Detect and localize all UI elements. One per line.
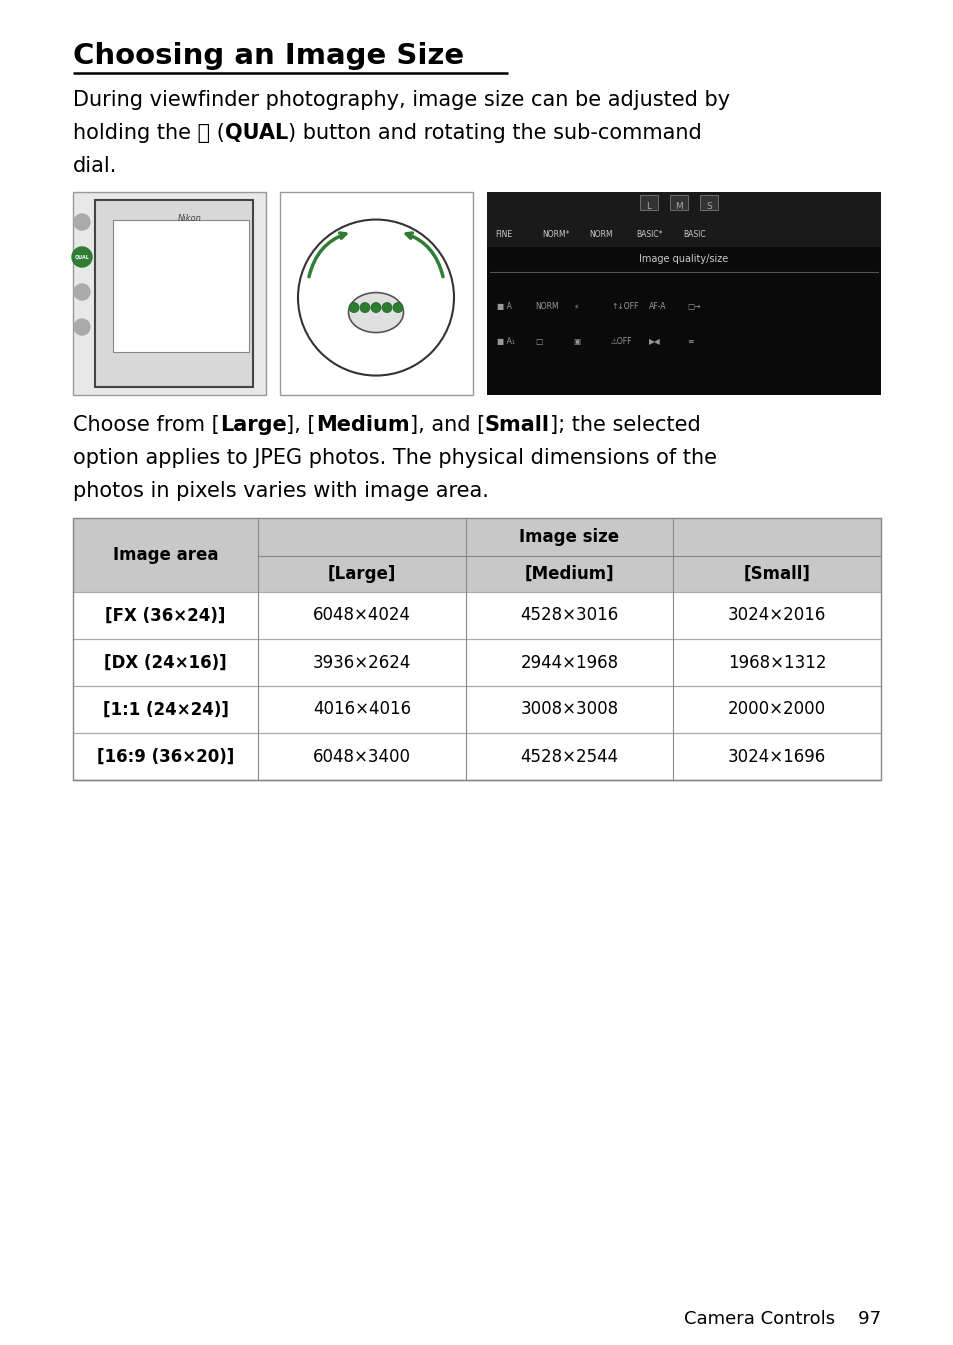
Circle shape xyxy=(71,247,91,268)
Text: 4016×4016: 4016×4016 xyxy=(313,701,411,718)
Bar xyxy=(700,195,718,210)
Text: S: S xyxy=(705,202,711,211)
Bar xyxy=(112,221,249,352)
Text: NORM: NORM xyxy=(535,303,558,311)
Circle shape xyxy=(371,303,380,312)
Text: Nikon: Nikon xyxy=(177,214,201,223)
Text: 3936×2624: 3936×2624 xyxy=(313,654,411,671)
Circle shape xyxy=(74,319,90,335)
Circle shape xyxy=(349,303,358,312)
Text: Choose from [: Choose from [ xyxy=(73,416,219,434)
Text: [FX (36×24)]: [FX (36×24)] xyxy=(105,607,226,624)
Text: ], [: ], [ xyxy=(286,416,315,434)
Text: [Small]: [Small] xyxy=(743,565,810,582)
Text: QUAL: QUAL xyxy=(225,122,288,143)
Text: [Medium]: [Medium] xyxy=(524,565,614,582)
Text: 3008×3008: 3008×3008 xyxy=(520,701,618,718)
Circle shape xyxy=(74,214,90,230)
Ellipse shape xyxy=(348,293,403,332)
Bar xyxy=(73,192,266,395)
Bar xyxy=(669,195,687,210)
Text: 4528×2544: 4528×2544 xyxy=(520,748,618,765)
Text: 2000×2000: 2000×2000 xyxy=(727,701,825,718)
Circle shape xyxy=(393,303,402,312)
Text: □: □ xyxy=(535,338,541,346)
Text: BASIC*: BASIC* xyxy=(636,230,661,239)
Text: 3024×2016: 3024×2016 xyxy=(727,607,825,624)
Text: ) button and rotating the sub-command: ) button and rotating the sub-command xyxy=(288,122,701,143)
Text: ▶◀: ▶◀ xyxy=(648,338,660,346)
Text: ⚡: ⚡ xyxy=(573,303,578,311)
Text: ], and [: ], and [ xyxy=(409,416,484,434)
Text: 3024×1696: 3024×1696 xyxy=(727,748,825,765)
Text: ⚠OFF: ⚠OFF xyxy=(610,338,632,346)
Text: 1968×1312: 1968×1312 xyxy=(727,654,825,671)
Text: [DX (24×16)]: [DX (24×16)] xyxy=(104,654,227,671)
Text: [Large]: [Large] xyxy=(327,565,395,582)
Text: Choosing an Image Size: Choosing an Image Size xyxy=(73,42,464,70)
Text: Camera Controls    97: Camera Controls 97 xyxy=(683,1310,880,1328)
Text: □→: □→ xyxy=(686,303,700,311)
Text: ■ A: ■ A xyxy=(497,303,512,311)
Text: 2944×1968: 2944×1968 xyxy=(520,654,618,671)
Text: L: L xyxy=(646,202,651,211)
Text: ▣: ▣ xyxy=(573,338,579,346)
Circle shape xyxy=(381,303,392,312)
Text: QUAL: QUAL xyxy=(74,254,90,260)
Bar xyxy=(73,686,880,733)
Text: photos in pixels varies with image area.: photos in pixels varies with image area. xyxy=(73,482,488,500)
Text: M: M xyxy=(675,202,682,211)
Text: FINE: FINE xyxy=(495,230,512,239)
Text: 6048×3400: 6048×3400 xyxy=(313,748,411,765)
Bar xyxy=(486,192,880,247)
Text: Small: Small xyxy=(484,416,549,434)
Text: NORM*: NORM* xyxy=(541,230,569,239)
Bar xyxy=(73,592,880,639)
Text: Image area: Image area xyxy=(112,546,218,564)
Bar xyxy=(73,518,880,780)
Text: ■ A₁: ■ A₁ xyxy=(497,338,515,346)
Bar xyxy=(280,192,473,395)
Text: [16:9 (36×20)]: [16:9 (36×20)] xyxy=(97,748,233,765)
Text: 6048×4024: 6048×4024 xyxy=(313,607,411,624)
Text: option applies to JPEG photos. The physical dimensions of the: option applies to JPEG photos. The physi… xyxy=(73,448,717,468)
Bar xyxy=(639,195,658,210)
Bar xyxy=(73,518,880,592)
Bar xyxy=(486,192,880,395)
Bar xyxy=(73,639,880,686)
Text: ↑↓OFF: ↑↓OFF xyxy=(610,303,638,311)
Text: NORM: NORM xyxy=(588,230,612,239)
Text: ≡: ≡ xyxy=(686,338,693,346)
Bar xyxy=(73,733,880,780)
Bar xyxy=(95,200,253,387)
Text: AF-A: AF-A xyxy=(648,303,666,311)
Text: 4528×3016: 4528×3016 xyxy=(519,607,618,624)
Text: BASIC: BASIC xyxy=(682,230,705,239)
Text: During viewfinder photography, image size can be adjusted by: During viewfinder photography, image siz… xyxy=(73,90,729,110)
Text: dial.: dial. xyxy=(73,156,117,176)
Circle shape xyxy=(74,284,90,300)
Text: Image size: Image size xyxy=(518,529,618,546)
Text: Medium: Medium xyxy=(315,416,409,434)
Text: ]; the selected: ]; the selected xyxy=(549,416,700,434)
Text: holding the ⓙ (: holding the ⓙ ( xyxy=(73,122,225,143)
Text: [1:1 (24×24)]: [1:1 (24×24)] xyxy=(103,701,228,718)
Circle shape xyxy=(359,303,370,312)
Text: Image quality/size: Image quality/size xyxy=(639,254,728,264)
Text: Large: Large xyxy=(219,416,286,434)
